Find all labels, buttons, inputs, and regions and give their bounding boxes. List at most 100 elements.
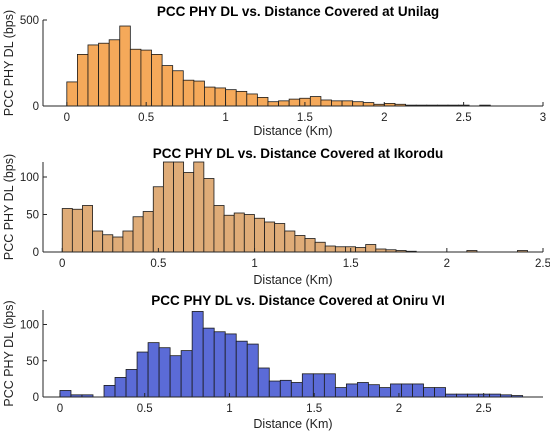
histogram-bar: [61, 208, 73, 253]
histogram-bar: [125, 369, 138, 398]
x-tick-label: 2: [381, 112, 387, 124]
x-axis-label: Distance (Km): [253, 417, 332, 431]
histogram-bar: [202, 327, 215, 398]
histogram-bar: [98, 42, 110, 107]
histogram-bar: [140, 49, 152, 107]
histogram-bar: [180, 350, 193, 398]
y-axis-label: PCC PHY DL (bps): [2, 154, 16, 260]
histogram-bar: [204, 86, 216, 107]
histogram-bar: [401, 383, 413, 398]
histogram-bar: [355, 247, 367, 253]
histogram-bar: [213, 331, 226, 398]
histogram-bar: [147, 342, 160, 398]
y-tick-label: 0: [33, 392, 39, 404]
histogram-bar: [169, 355, 182, 398]
x-tick-label: 1: [226, 403, 232, 415]
histogram-bar: [284, 230, 296, 253]
histogram-bar: [264, 221, 276, 253]
histogram-bar: [368, 384, 380, 398]
histogram-bar: [274, 223, 286, 253]
x-tick-label: 2: [396, 403, 402, 415]
histogram-bar: [254, 217, 265, 253]
y-axis-label: PCC PHY DL (bps): [2, 10, 16, 116]
x-tick-label: 1.5: [306, 403, 322, 415]
histogram-bar: [412, 383, 424, 398]
x-tick-label: 0: [57, 403, 63, 415]
x-tick-label: 1: [251, 258, 257, 270]
histogram-bar: [142, 211, 154, 253]
histogram-bar: [82, 205, 93, 253]
x-tick-label: 0.5: [150, 258, 166, 270]
x-tick-label: 1.5: [297, 112, 313, 124]
histogram-bar: [223, 214, 235, 253]
histogram-bar: [423, 387, 435, 398]
histogram-bar: [87, 44, 99, 107]
histogram-bar: [103, 384, 116, 398]
histogram-bar: [341, 100, 354, 107]
y-tick-label: 100: [20, 320, 39, 332]
chart-panel-1: 0 0.5 1 1.5 2 2.5 3 0 500 PCC PHY DL vs. Distance…: [2, 4, 546, 138]
histogram-bar: [246, 343, 259, 398]
chart-title: PCC PHY DL vs. Distance Covered at Oniru…: [151, 293, 445, 308]
histogram-bar: [119, 25, 131, 107]
histogram-bar: [235, 340, 248, 398]
y-tick-label: 50: [26, 210, 39, 222]
histogram-bar: [172, 70, 184, 107]
histogram-bar: [434, 387, 446, 398]
histogram-bar: [256, 97, 269, 107]
chart-panel-3: 0 0.5 1 1.5 2 2.5 0 50 100 PCC PHY DL vs. Distanc…: [2, 293, 543, 431]
x-axis-label: Distance (Km): [253, 273, 332, 287]
x-tick-label: 1.5: [343, 258, 359, 270]
histogram-bar: [278, 100, 290, 107]
histogram-bar: [151, 54, 163, 107]
histogram-bar: [314, 241, 326, 253]
chart-title: PCC PHY DL vs. Distance Covered at Unila…: [157, 4, 439, 19]
x-tick-label: 1: [222, 112, 228, 124]
chart-title: PCC PHY DL vs. Distance Covered at Ikoro…: [153, 146, 444, 161]
x-tick-label: 2.5: [456, 112, 472, 124]
histogram-bar: [77, 54, 89, 107]
histogram-bar: [233, 212, 245, 253]
histogram-bar: [304, 238, 316, 253]
histogram-bar: [152, 186, 164, 253]
histogram-bar: [158, 347, 171, 398]
histogram-bar: [225, 89, 237, 107]
x-tick-label: 2.5: [476, 403, 492, 415]
histogram-bar: [213, 205, 225, 253]
histogram-bar: [132, 216, 144, 253]
x-tick-label: 2.5: [535, 258, 550, 270]
histogram-bar: [309, 96, 322, 107]
histogram-bar: [235, 90, 248, 107]
histogram-bar: [136, 351, 149, 398]
histogram-bar: [268, 380, 281, 398]
histogram-bar: [191, 311, 204, 398]
y-axis-label: PCC PHY DL (bps): [2, 300, 16, 406]
histogram-bar: [193, 80, 205, 107]
histogram-bar: [301, 373, 314, 398]
histogram-bar: [182, 79, 195, 107]
histogram-bar: [267, 101, 279, 107]
chart-panel-2: 0 0.5 1 1.5 2 2.5 0 50 100 PCC PHY DL vs. Distanc…: [2, 146, 550, 287]
histogram-bar: [290, 382, 303, 398]
histogram-bar: [312, 373, 325, 398]
histogram-bar: [108, 39, 121, 107]
histogram-bar: [390, 383, 402, 398]
x-tick-label: 0.5: [137, 403, 153, 415]
histogram-bar: [92, 230, 104, 253]
histogram-bar: [357, 382, 369, 398]
histogram-bar: [161, 65, 174, 107]
histogram-bar: [279, 379, 292, 398]
histogram-bar: [334, 387, 347, 398]
y-tick-label: 50: [26, 356, 39, 368]
histogram-bar: [173, 161, 185, 253]
histogram-bar: [102, 234, 114, 253]
histogram-bar: [203, 178, 215, 253]
y-tick-label: 100: [20, 172, 39, 184]
histogram-bar: [243, 214, 255, 253]
histogram-bar: [294, 235, 306, 253]
histogram-bar: [224, 333, 237, 398]
histogram-bar: [71, 208, 83, 253]
x-tick-label: 3: [540, 112, 546, 124]
histogram-bar: [214, 87, 227, 107]
